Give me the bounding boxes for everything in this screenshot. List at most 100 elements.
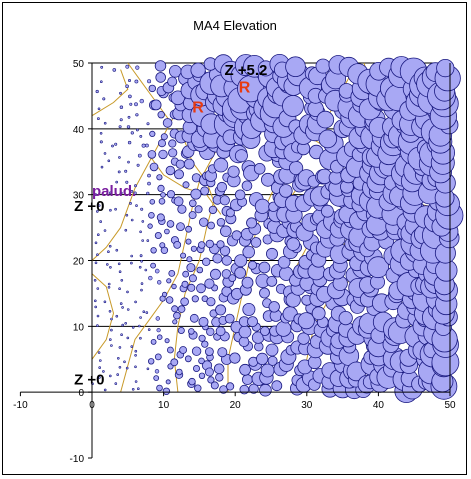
data-point: [147, 223, 153, 229]
data-point: [181, 280, 189, 288]
data-point: [99, 359, 102, 362]
data-point: [115, 180, 118, 184]
data-point: [118, 156, 121, 159]
data-point: [130, 131, 134, 135]
data-point: [99, 140, 103, 144]
data-point: [254, 198, 270, 214]
data-point: [197, 241, 206, 249]
data-point: [125, 64, 130, 69]
data-point: [338, 310, 353, 326]
data-point: [201, 340, 209, 348]
data-point: [125, 213, 129, 217]
data-point: [156, 213, 165, 222]
data-point: [109, 374, 112, 378]
data-point: [139, 254, 143, 258]
data-point: [127, 140, 132, 145]
data-point: [159, 242, 166, 249]
data-point: [156, 384, 163, 392]
data-point: [155, 316, 161, 321]
data-point: [184, 355, 192, 363]
data-point: [248, 383, 259, 394]
y-tick-label: 40: [73, 125, 85, 136]
data-point: [247, 260, 257, 270]
data-point: [258, 261, 271, 274]
data-point: [97, 351, 101, 354]
data-point: [216, 240, 225, 249]
data-point: [139, 336, 142, 340]
data-point: [150, 99, 162, 111]
data-point: [109, 191, 112, 195]
data-point: [117, 262, 121, 266]
data-point: [189, 199, 197, 208]
data-point: [229, 352, 241, 364]
data-point: [94, 241, 98, 245]
data-point: [134, 365, 137, 369]
data-point: [149, 130, 156, 137]
data-point: [282, 95, 304, 117]
data-point: [107, 285, 111, 289]
data-point: [164, 338, 170, 344]
data-point: [114, 207, 117, 211]
data-point: [188, 274, 197, 283]
data-point: [192, 364, 200, 372]
data-point: [271, 380, 283, 392]
data-point: [146, 191, 150, 195]
data-point: [135, 204, 138, 207]
data-point: [131, 326, 135, 329]
data-point: [142, 310, 146, 314]
data-point: [367, 256, 390, 279]
data-point: [242, 302, 256, 316]
data-point: [120, 278, 124, 282]
data-point: [103, 300, 107, 304]
data-point: [165, 296, 174, 304]
data-point: [198, 316, 209, 327]
data-point: [147, 150, 157, 159]
data-point: [171, 283, 177, 290]
data-point: [96, 314, 100, 318]
data-point: [198, 372, 206, 379]
data-point: [156, 174, 163, 181]
data-point: [190, 188, 202, 200]
data-point: [139, 98, 145, 104]
data-point: [182, 181, 190, 189]
data-point: [162, 387, 171, 395]
y-tick-label: 10: [73, 322, 85, 333]
data-point: [219, 245, 231, 257]
data-point: [120, 191, 123, 195]
data-point: [109, 265, 112, 269]
x-tick-label: 10: [158, 400, 170, 411]
data-point: [213, 157, 229, 173]
data-point: [144, 143, 149, 148]
data-point: [157, 280, 162, 285]
data-point: [103, 152, 107, 155]
data-point: [140, 282, 144, 285]
data-point: [188, 377, 196, 386]
data-point: [96, 287, 100, 290]
data-point: [135, 128, 139, 132]
data-point: [176, 222, 185, 232]
data-point: [189, 313, 199, 323]
data-point: [134, 380, 138, 383]
data-point: [170, 358, 179, 367]
data-point: [130, 254, 133, 258]
data-point: [107, 159, 111, 163]
data-point: [190, 245, 197, 252]
data-point: [168, 139, 177, 148]
data-point: [204, 367, 214, 377]
data-point: [268, 301, 280, 313]
data-point: [138, 324, 141, 328]
data-point: [100, 80, 103, 83]
data-point: [108, 309, 112, 313]
data-point: [134, 102, 138, 107]
data-points: [91, 53, 464, 403]
data-point: [119, 302, 123, 305]
data-point: [226, 382, 235, 391]
data-point: [124, 321, 127, 325]
data-point: [129, 201, 132, 205]
data-point: [96, 324, 99, 327]
data-point: [98, 376, 101, 379]
data-point: [146, 367, 150, 371]
data-point: [118, 287, 121, 291]
data-point: [247, 316, 258, 328]
data-point: [277, 255, 291, 269]
